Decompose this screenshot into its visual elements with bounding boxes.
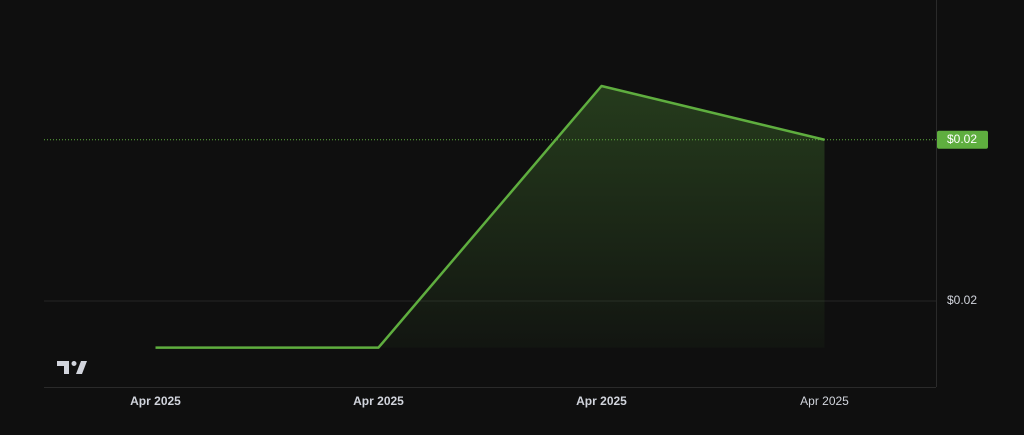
x-tick-label: Apr 2025	[130, 394, 181, 408]
x-tick-label: Apr 2025	[353, 394, 404, 408]
y-tick-label: $0.02	[947, 293, 977, 307]
logo	[57, 361, 87, 374]
last-price-badge	[937, 130, 988, 149]
line	[155, 84, 825, 349]
x-tick-label: Apr 2025	[576, 394, 627, 408]
last-price-label: $0.02	[947, 132, 977, 146]
x-tick-label: Apr 2025	[800, 394, 849, 408]
